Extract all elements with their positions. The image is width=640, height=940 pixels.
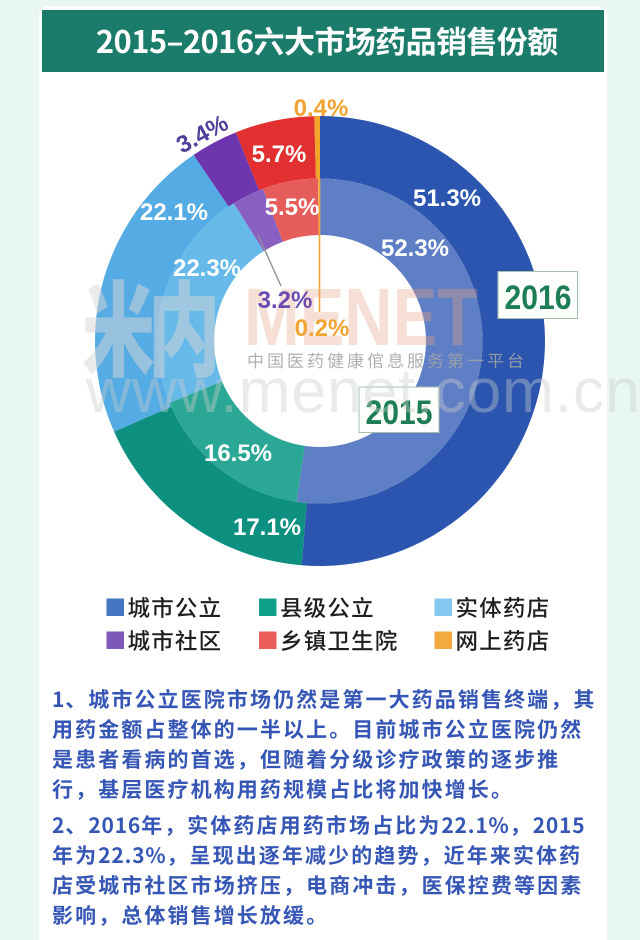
svg-text:3.2%: 3.2% <box>258 287 313 314</box>
svg-text:0.2%: 0.2% <box>295 315 350 342</box>
svg-text:MENET: MENET <box>244 272 478 363</box>
svg-text:5.5%: 5.5% <box>265 194 320 221</box>
svg-text:22.1%: 22.1% <box>140 199 208 226</box>
svg-text:51.3%: 51.3% <box>413 185 481 212</box>
svg-text:16.5%: 16.5% <box>204 440 272 467</box>
svg-text:17.1%: 17.1% <box>233 514 301 541</box>
svg-text:2016: 2016 <box>505 279 572 317</box>
svg-text:2015: 2015 <box>366 394 433 432</box>
svg-text:www.menet.com.cn: www.menet.com.cn <box>85 356 640 426</box>
svg-text:52.3%: 52.3% <box>381 235 449 262</box>
svg-text:0.4%: 0.4% <box>294 95 349 122</box>
svg-text:22.3%: 22.3% <box>173 255 241 282</box>
svg-text:5.7%: 5.7% <box>252 141 307 168</box>
